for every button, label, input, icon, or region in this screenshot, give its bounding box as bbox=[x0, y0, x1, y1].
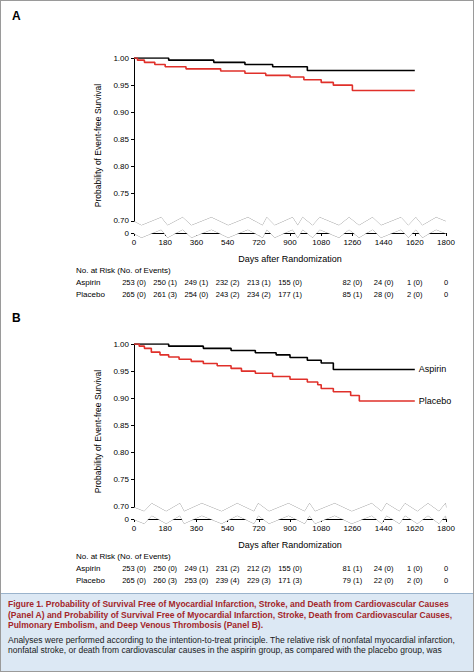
svg-text:B: B bbox=[12, 311, 21, 325]
svg-text:0.75: 0.75 bbox=[113, 475, 129, 484]
svg-text:0.90: 0.90 bbox=[113, 394, 129, 403]
svg-text:1260: 1260 bbox=[344, 524, 362, 533]
svg-text:250 (1): 250 (1) bbox=[153, 278, 177, 287]
svg-text:A: A bbox=[12, 9, 21, 23]
svg-text:Days after Randomization: Days after Randomization bbox=[238, 540, 342, 550]
svg-text:212 (2): 212 (2) bbox=[247, 564, 271, 573]
svg-text:82 (0): 82 (0) bbox=[343, 278, 363, 287]
svg-text:229 (3): 229 (3) bbox=[247, 576, 271, 585]
svg-text:265 (0): 265 (0) bbox=[122, 290, 146, 299]
svg-text:1440: 1440 bbox=[375, 524, 393, 533]
svg-text:155 (0): 155 (0) bbox=[278, 278, 302, 287]
svg-text:171 (3): 171 (3) bbox=[278, 576, 302, 585]
svg-text:Aspirin: Aspirin bbox=[76, 564, 100, 573]
svg-text:1.00: 1.00 bbox=[113, 340, 129, 349]
svg-text:0.90: 0.90 bbox=[113, 108, 129, 117]
svg-text:180: 180 bbox=[159, 524, 173, 533]
svg-text:0: 0 bbox=[444, 576, 448, 585]
svg-text:900: 900 bbox=[283, 238, 297, 247]
svg-text:0: 0 bbox=[125, 515, 130, 524]
svg-text:253 (0): 253 (0) bbox=[122, 278, 146, 287]
svg-text:155 (0): 155 (0) bbox=[278, 564, 302, 573]
svg-text:2 (0): 2 (0) bbox=[407, 290, 423, 299]
svg-text:81 (1): 81 (1) bbox=[343, 564, 363, 573]
svg-text:1080: 1080 bbox=[312, 524, 330, 533]
svg-text:Aspirin: Aspirin bbox=[76, 278, 100, 287]
svg-text:261 (3): 261 (3) bbox=[153, 290, 177, 299]
svg-text:1080: 1080 bbox=[312, 238, 330, 247]
svg-text:0.75: 0.75 bbox=[113, 189, 129, 198]
svg-text:253 (0): 253 (0) bbox=[185, 576, 209, 585]
svg-text:234 (2): 234 (2) bbox=[247, 290, 271, 299]
svg-text:180: 180 bbox=[159, 238, 173, 247]
svg-text:254 (0): 254 (0) bbox=[185, 290, 209, 299]
svg-text:0.85: 0.85 bbox=[113, 135, 129, 144]
svg-text:720: 720 bbox=[252, 238, 266, 247]
svg-text:249 (1): 249 (1) bbox=[185, 278, 209, 287]
svg-text:24 (0): 24 (0) bbox=[374, 564, 394, 573]
svg-text:1800: 1800 bbox=[437, 524, 455, 533]
svg-text:253 (0): 253 (0) bbox=[122, 564, 146, 573]
svg-text:232 (2): 232 (2) bbox=[216, 278, 240, 287]
svg-text:540: 540 bbox=[221, 524, 235, 533]
svg-text:249 (1): 249 (1) bbox=[185, 564, 209, 573]
svg-text:1 (0): 1 (0) bbox=[407, 564, 423, 573]
svg-text:1620: 1620 bbox=[406, 238, 424, 247]
svg-text:177 (1): 177 (1) bbox=[278, 290, 302, 299]
svg-text:900: 900 bbox=[283, 524, 297, 533]
svg-text:1260: 1260 bbox=[344, 238, 362, 247]
svg-text:213 (1): 213 (1) bbox=[247, 278, 271, 287]
svg-text:Placebo: Placebo bbox=[76, 290, 105, 299]
svg-text:Placebo: Placebo bbox=[76, 576, 105, 585]
svg-text:0.70: 0.70 bbox=[113, 216, 129, 225]
svg-text:0: 0 bbox=[132, 238, 137, 247]
svg-text:720: 720 bbox=[252, 524, 266, 533]
svg-text:0: 0 bbox=[444, 278, 448, 287]
svg-text:85 (1): 85 (1) bbox=[343, 290, 363, 299]
svg-text:0: 0 bbox=[132, 524, 137, 533]
svg-text:1440: 1440 bbox=[375, 238, 393, 247]
svg-text:0: 0 bbox=[444, 290, 448, 299]
svg-text:239 (4): 239 (4) bbox=[216, 576, 240, 585]
svg-text:1.00: 1.00 bbox=[113, 54, 129, 63]
svg-text:1800: 1800 bbox=[437, 238, 455, 247]
svg-text:243 (2): 243 (2) bbox=[216, 290, 240, 299]
svg-text:260 (3): 260 (3) bbox=[153, 576, 177, 585]
svg-text:231 (2): 231 (2) bbox=[216, 564, 240, 573]
svg-text:Placebo: Placebo bbox=[419, 396, 452, 406]
svg-text:Days after Randomization: Days after Randomization bbox=[238, 254, 342, 264]
svg-text:79 (1): 79 (1) bbox=[343, 576, 363, 585]
svg-text:0: 0 bbox=[444, 564, 448, 573]
svg-text:28 (0): 28 (0) bbox=[374, 290, 394, 299]
svg-text:0.70: 0.70 bbox=[113, 502, 129, 511]
svg-text:0.95: 0.95 bbox=[113, 367, 129, 376]
svg-text:250 (0): 250 (0) bbox=[153, 564, 177, 573]
svg-text:Probability of Event-free Surv: Probability of Event-free Survival bbox=[93, 84, 103, 207]
svg-text:0.80: 0.80 bbox=[113, 162, 129, 171]
svg-text:24 (0): 24 (0) bbox=[374, 278, 394, 287]
svg-text:360: 360 bbox=[190, 524, 204, 533]
svg-text:0: 0 bbox=[125, 229, 130, 238]
svg-text:1 (0): 1 (0) bbox=[407, 278, 423, 287]
svg-text:No. at Risk (No. of Events): No. at Risk (No. of Events) bbox=[76, 552, 171, 561]
html-text:Figure 1. Probability of Survi: Figure 1. Probability of Survival Free o… bbox=[8, 599, 453, 630]
svg-text:1620: 1620 bbox=[406, 524, 424, 533]
svg-text:Probability of Event-free Surv: Probability of Event-free Survival bbox=[93, 370, 103, 493]
svg-text:360: 360 bbox=[190, 238, 204, 247]
svg-text:No. at Risk (No. of Events): No. at Risk (No. of Events) bbox=[76, 266, 171, 275]
svg-text:Aspirin: Aspirin bbox=[419, 364, 447, 374]
svg-text:0.80: 0.80 bbox=[113, 448, 129, 457]
svg-text:22 (0): 22 (0) bbox=[374, 576, 394, 585]
html-text:Analyses were performed accord: Analyses were performed according to the… bbox=[8, 634, 455, 655]
svg-text:0.95: 0.95 bbox=[113, 81, 129, 90]
svg-text:540: 540 bbox=[221, 238, 235, 247]
svg-text:0.85: 0.85 bbox=[113, 421, 129, 430]
svg-text:2 (0): 2 (0) bbox=[407, 576, 423, 585]
svg-text:265 (0): 265 (0) bbox=[122, 576, 146, 585]
